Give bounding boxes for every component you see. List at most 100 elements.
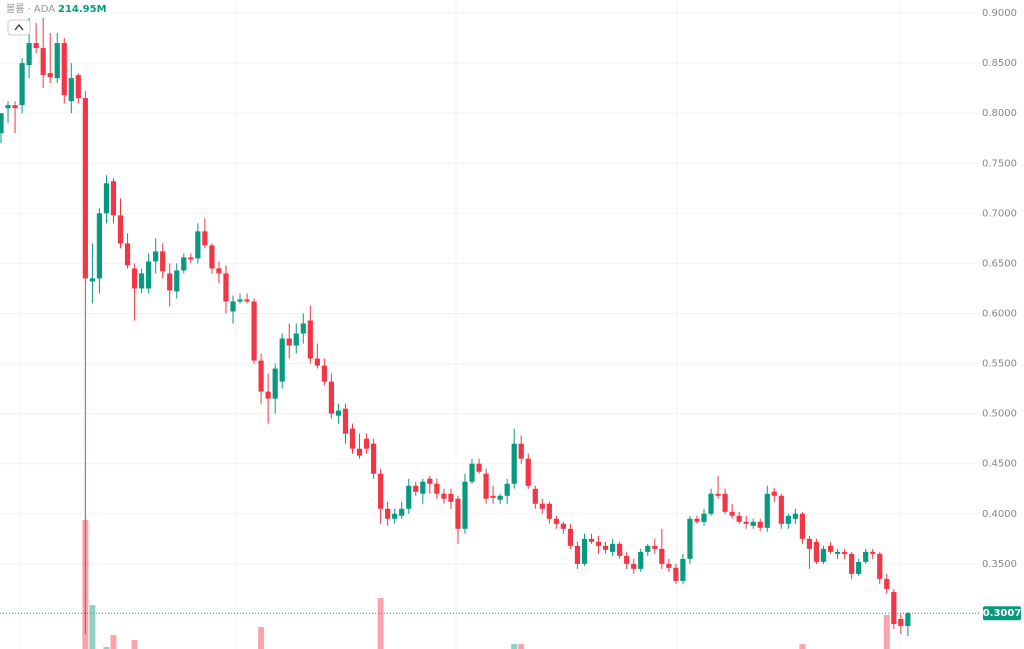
candle-body xyxy=(849,553,855,574)
axis-background xyxy=(980,0,1024,649)
candle-body xyxy=(602,545,609,550)
candle-body xyxy=(567,528,574,546)
candle-body xyxy=(448,493,454,502)
candle-body xyxy=(258,360,264,392)
candle-body xyxy=(778,495,784,524)
candle-body xyxy=(736,515,742,522)
candle-body xyxy=(518,443,524,459)
candle-body xyxy=(870,551,876,554)
candle-body xyxy=(26,43,32,66)
price-label: 0.3007 xyxy=(983,608,1022,619)
candle-body xyxy=(174,270,180,292)
candle-body xyxy=(813,541,820,562)
candle-body xyxy=(708,493,714,514)
candle-body xyxy=(595,541,602,546)
volume-bar xyxy=(883,615,890,649)
candle-body xyxy=(307,320,313,359)
candle-body xyxy=(427,478,433,484)
candle-body xyxy=(652,545,658,549)
candle-body xyxy=(321,365,327,382)
y-tick-label: 0.7500 xyxy=(982,158,1017,169)
candle-body xyxy=(153,251,159,262)
candle-body xyxy=(265,391,271,399)
candle-body xyxy=(110,181,117,216)
candle-body xyxy=(729,511,735,516)
candle-body xyxy=(293,333,299,346)
candle-body xyxy=(877,553,883,579)
candle-body xyxy=(588,538,595,542)
candle-body xyxy=(757,521,763,528)
candle-body xyxy=(146,261,152,289)
candle-body xyxy=(560,523,566,529)
candle-body xyxy=(497,495,503,500)
candle-body xyxy=(462,481,468,529)
candle-body xyxy=(525,458,531,486)
plot xyxy=(0,12,980,649)
candle-body xyxy=(5,105,11,109)
y-tick-label: 0.4500 xyxy=(982,459,1017,470)
collapse-button[interactable] xyxy=(7,19,31,36)
y-tick-label: 0.6500 xyxy=(982,258,1017,269)
candle-body xyxy=(434,483,440,494)
candle-body xyxy=(863,551,869,562)
candle-body xyxy=(160,251,166,272)
candle-body xyxy=(771,491,777,496)
volume-bar xyxy=(799,644,806,649)
candle-body xyxy=(680,558,686,581)
price-label-bg xyxy=(983,606,1021,621)
y-tick-label: 0.7000 xyxy=(982,208,1017,219)
candle-body xyxy=(624,555,630,564)
candle-body xyxy=(666,563,672,568)
candle-body xyxy=(54,43,60,79)
candle-body xyxy=(68,78,74,102)
candle-body xyxy=(898,618,904,626)
candle-body xyxy=(631,563,637,569)
y-tick-label: 0.3500 xyxy=(982,559,1017,570)
candle-body xyxy=(139,273,145,289)
candle-body xyxy=(300,323,306,334)
candle-body xyxy=(856,561,862,574)
candle-body xyxy=(504,483,510,496)
y-tick-label: 0.8000 xyxy=(982,108,1017,119)
candle-body xyxy=(610,543,616,552)
candle-body xyxy=(195,231,201,259)
candle-body xyxy=(124,243,131,266)
legend-volume: 214.95M xyxy=(58,4,107,15)
candle-body xyxy=(413,485,419,492)
candle-body xyxy=(687,518,693,559)
volume-bar xyxy=(110,635,117,649)
candle-body xyxy=(131,268,138,289)
candle-body xyxy=(645,545,651,552)
y-tick-label: 0.5000 xyxy=(982,409,1017,420)
candle-body xyxy=(574,545,581,564)
candle-body xyxy=(406,485,412,509)
candle-body xyxy=(328,381,335,414)
candle-body xyxy=(764,493,770,528)
candle-body xyxy=(532,488,538,504)
candle-body xyxy=(722,493,728,512)
candle-body xyxy=(546,503,552,519)
candle-body xyxy=(511,443,517,484)
candle-body xyxy=(19,63,25,106)
candle-body xyxy=(61,43,67,96)
candle-body xyxy=(40,48,46,76)
candle-body xyxy=(820,548,827,562)
candle-body xyxy=(392,513,398,519)
y-tick-label: 0.8500 xyxy=(982,58,1017,69)
candle-body xyxy=(181,257,187,271)
candle-body xyxy=(244,299,250,302)
candle-body xyxy=(659,548,665,564)
candle-body xyxy=(715,493,721,496)
candle-body xyxy=(356,448,363,456)
candle-body xyxy=(441,493,447,499)
candle-body xyxy=(349,428,356,449)
candle-body xyxy=(370,443,377,474)
volume-bar xyxy=(258,627,265,649)
candle-body xyxy=(673,567,679,581)
candle-body xyxy=(638,551,644,569)
candle-body xyxy=(617,543,623,556)
candle-body xyxy=(103,183,110,214)
candle-body xyxy=(237,299,243,302)
candle-body xyxy=(827,545,834,552)
